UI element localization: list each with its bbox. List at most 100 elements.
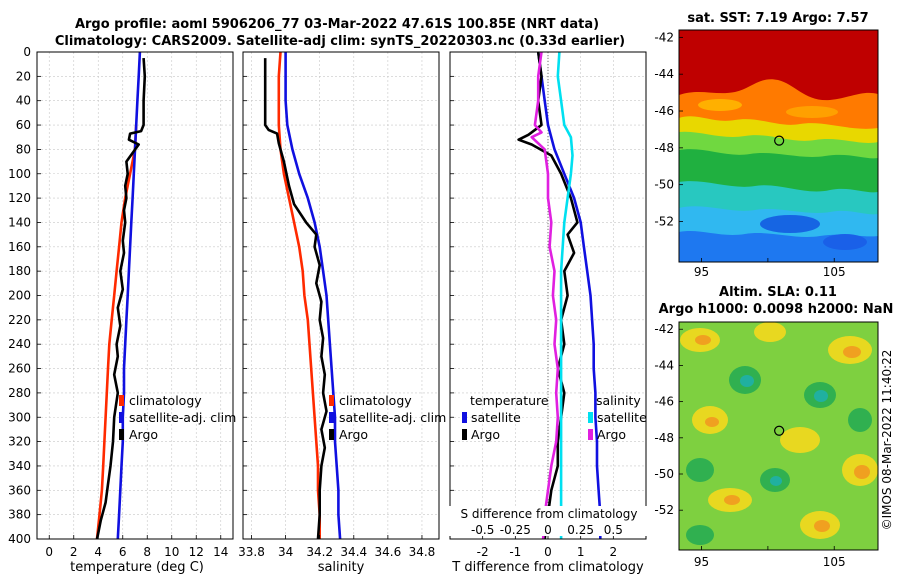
x-tick-label: 34.6 (375, 545, 402, 559)
series-line-temperature-argo (517, 51, 579, 540)
series-line-climatology (277, 51, 321, 539)
legend-swatch-argo (119, 429, 124, 440)
legend-sal-satellite: satellite (597, 410, 647, 425)
legend-climatology: climatology (339, 393, 412, 408)
top-tick-label: -0.5 (471, 523, 494, 537)
y-tick-label: 60 (16, 118, 31, 132)
legend-swatch-satellite-adj (119, 412, 124, 423)
y-tick-label: 300 (8, 410, 31, 424)
legend-satellite-adj: satellite-adj. clim (129, 410, 236, 425)
map-y-tick-label: -50 (654, 178, 674, 192)
sst-map-frame (678, 29, 879, 263)
y-tick-label: 360 (8, 483, 31, 497)
legend-swatch-temp-satellite (462, 412, 467, 423)
legend-temp-argo: Argo (471, 427, 500, 442)
top-tick-label: 0 (544, 523, 552, 537)
y-tick-label: 80 (16, 142, 31, 156)
y-tick-label: 180 (8, 264, 31, 278)
map-y-tick-label: -50 (654, 467, 674, 481)
x-tick-label: 4 (94, 545, 102, 559)
map-y-tick-label: -52 (654, 214, 674, 228)
map-y-tick-label: -42 (654, 322, 674, 336)
map-y-tick-label: -44 (654, 67, 674, 81)
sst-heatmap (679, 30, 878, 262)
y-tick-label: 380 (8, 508, 31, 522)
temperature-legend: climatology satellite-adj. clim Argo (119, 393, 236, 442)
map-x-tick-label: 105 (823, 265, 846, 279)
y-tick-label: 340 (8, 459, 31, 473)
legend-swatch-sal-satellite (588, 412, 593, 423)
x-tick-label: -1 (509, 545, 521, 559)
legend-temp-satellite: satellite (471, 410, 521, 425)
map-x-tick-label: 105 (823, 555, 846, 569)
x-tick-label: 14 (213, 545, 228, 559)
series-line-temperature-satellite (536, 51, 602, 539)
sla-heatmap (679, 322, 878, 550)
figure-title-line1: Argo profile: aoml 5906206_77 03-Mar-202… (75, 17, 599, 32)
y-tick-label: 280 (8, 386, 31, 400)
x-tick-label: 2 (610, 545, 618, 559)
x-tick-label: 34 (278, 545, 293, 559)
legend-argo: Argo (129, 427, 158, 442)
legend-swatch-argo (329, 429, 334, 440)
sst-map-title: sat. SST: 7.19 Argo: 7.57 (687, 11, 868, 26)
legend-salinity-title: salinity (596, 393, 641, 408)
salinity-legend: climatology satellite-adj. clim Argo (329, 393, 446, 442)
sst-map-panel: sat. SST: 7.19 Argo: 7.57 -42 -44 -46 -48 -5… (654, 11, 879, 279)
x-tick-label: 34.4 (340, 545, 367, 559)
map-y-tick-label: -44 (654, 358, 674, 372)
legend-climatology: climatology (129, 393, 202, 408)
y-tick-label: 140 (8, 215, 31, 229)
x-tick-label: 12 (189, 545, 204, 559)
top-tick-label: 0.5 (604, 523, 623, 537)
map-x-tick-label: 95 (694, 265, 709, 279)
x-tick-label: 0 (45, 545, 53, 559)
series-line-argo (95, 58, 147, 540)
argo-location-marker (774, 135, 785, 146)
sla-map-frame (678, 321, 879, 551)
y-tick-label: 160 (8, 240, 31, 254)
y-tick-label: 0 (23, 45, 31, 59)
map-y-tick-label: -48 (654, 141, 674, 155)
legend-swatch-satellite-adj (329, 412, 334, 423)
sla-map-title1: Altim. SLA: 0.11 (719, 285, 837, 300)
map-y-tick-label: -46 (654, 395, 674, 409)
map-y-tick-label: -52 (654, 503, 674, 517)
x-tick-label: 33.8 (238, 545, 265, 559)
s-difference-label: S difference from climatology (461, 507, 638, 521)
top-axis-label-bg (449, 506, 649, 536)
y-tick-label: 200 (8, 289, 31, 303)
y-tick-label: 220 (8, 313, 31, 327)
y-tick-label: 20 (16, 69, 31, 83)
y-tick-label: 240 (8, 337, 31, 351)
difference-legend: temperature satellite Argo salinity sate… (462, 393, 647, 442)
map-y-tick-label: -42 (654, 30, 674, 44)
map-y-tick-label: -46 (654, 104, 674, 118)
legend-satellite-adj: satellite-adj. clim (339, 410, 446, 425)
series-line-satellite-adj-clim (284, 52, 342, 540)
series-line-salinity-argo (530, 51, 560, 540)
sla-map-panel: Altim. SLA: 0.11 Argo h1000: 0.0098 h200… (654, 285, 893, 569)
legend-swatch-sal-argo (588, 429, 593, 440)
x-tick-label: 0 (544, 545, 552, 559)
x-tick-label: 34.8 (409, 545, 436, 559)
legend-sal-argo: Argo (597, 427, 626, 442)
legend-argo: Argo (339, 427, 368, 442)
difference-panel: -2 -1 0 1 2 T difference from climatology S … (449, 51, 649, 575)
imos-timestamp: ©IMOS 08-Mar-2022 11:40:22 (880, 350, 894, 531)
y-tick-label: 260 (8, 362, 31, 376)
legend-swatch-climatology (329, 395, 334, 406)
y-tick-label: 120 (8, 191, 31, 205)
legend-swatch-temp-argo (462, 429, 467, 440)
x-tick-label: 8 (143, 545, 151, 559)
x-tick-label: 1 (577, 545, 585, 559)
top-tick-label: -0.25 (500, 523, 531, 537)
y-tick-label: 40 (16, 94, 31, 108)
salinity-panel: 33.8 34 34.2 34.4 34.6 34.8 salinity climatol… (238, 51, 446, 575)
map-x-tick-label: 95 (694, 555, 709, 569)
x-tick-label: 6 (119, 545, 127, 559)
y-tick-label: 400 (8, 532, 31, 546)
series-line-salinity-satellite (556, 51, 574, 539)
figure-title-line2: Climatology: CARS2009. Satellite-adj cli… (55, 34, 625, 49)
